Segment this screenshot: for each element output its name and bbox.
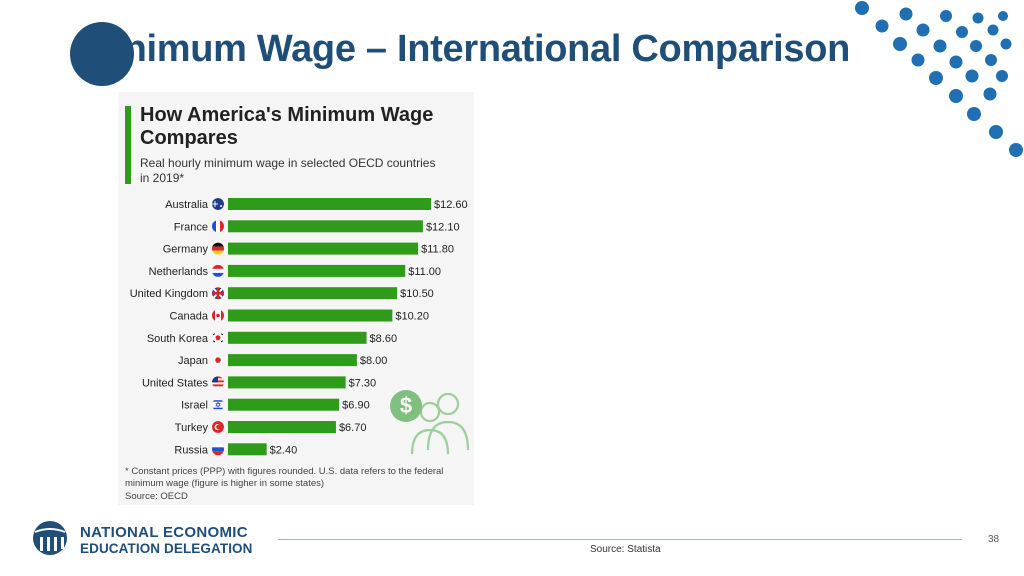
bar: [228, 309, 393, 322]
value-label: $6.90: [342, 400, 370, 412]
title-accent-circle: [70, 22, 134, 86]
canada-flag-icon: [212, 309, 224, 322]
value-label: $8.60: [370, 333, 398, 345]
australia-flag-icon: [212, 198, 224, 210]
bar: [228, 264, 406, 277]
bar: [228, 242, 419, 255]
money-people-icon: $: [390, 390, 470, 455]
israel-flag-icon: [212, 398, 224, 411]
bar: [228, 376, 346, 389]
value-label: $2.40: [270, 444, 298, 456]
value-label: $7.30: [349, 377, 377, 389]
title-accent-bar: [125, 106, 131, 184]
netherlands-flag-icon: [212, 264, 224, 277]
value-label: $8.00: [360, 355, 388, 367]
category-label: Turkey: [175, 422, 209, 434]
value-label: $10.50: [400, 288, 434, 300]
slide-title: Minimum Wage – International Comparison: [82, 28, 851, 70]
bar: [228, 198, 431, 210]
bar-chart: Australia $12.60 France $12.10 Germany $11.80…: [130, 198, 468, 456]
chart-subtitle: Real hourly minimum wage in selected OEC…: [140, 156, 436, 185]
japan-flag-icon: [212, 354, 224, 367]
category-label: France: [174, 221, 208, 233]
united-kingdom-flag-icon: [212, 287, 224, 300]
page-number: 38: [988, 534, 1000, 545]
bar: [228, 354, 357, 367]
svg-text:$: $: [400, 393, 412, 418]
category-label: Russia: [174, 444, 209, 456]
united-states-flag-icon: [212, 376, 224, 389]
bar: [228, 331, 367, 344]
germany-flag-icon: [212, 242, 224, 255]
turkey-flag-icon: [212, 421, 224, 433]
minimum-wage-infographic: How America's Minimum Wage Compares Real…: [118, 92, 474, 505]
chart-source: Source: OECD: [125, 491, 188, 502]
category-label: South Korea: [147, 333, 209, 345]
logo-text-line2: EDUCATION DELEGATION: [80, 541, 253, 556]
category-label: Israel: [181, 400, 208, 412]
slide-source: Source: Statista: [590, 544, 661, 555]
bar: [228, 421, 336, 433]
ned-logo-icon: [33, 521, 67, 555]
bar: [228, 220, 423, 233]
france-flag-icon: [212, 220, 224, 233]
value-label: $11.00: [408, 266, 441, 278]
category-label: United Kingdom: [130, 288, 208, 300]
footer-divider: [278, 539, 962, 540]
russia-flag-icon: [212, 443, 224, 456]
south-korea-flag-icon: [212, 331, 224, 344]
bar: [228, 398, 340, 411]
chart-footnote: * Constant prices (PPP) with figures rou…: [125, 466, 444, 489]
category-label: Australia: [165, 199, 209, 211]
category-label: Japan: [178, 355, 208, 367]
category-label: United States: [142, 377, 209, 389]
category-label: Canada: [169, 311, 208, 323]
value-label: $11.80: [421, 244, 454, 256]
value-label: $12.10: [426, 221, 460, 233]
value-label: $6.70: [339, 422, 367, 434]
category-label: Netherlands: [149, 266, 209, 278]
decorative-dot-pattern: [855, 1, 1023, 157]
value-label: $10.20: [395, 311, 429, 323]
bar: [228, 287, 398, 300]
chart-title: How America's Minimum Wage Compares: [140, 104, 434, 149]
bar: [228, 443, 267, 456]
logo-text-line1: NATIONAL ECONOMIC: [80, 524, 248, 541]
value-label: $12.60: [434, 199, 468, 211]
category-label: Germany: [163, 244, 209, 256]
